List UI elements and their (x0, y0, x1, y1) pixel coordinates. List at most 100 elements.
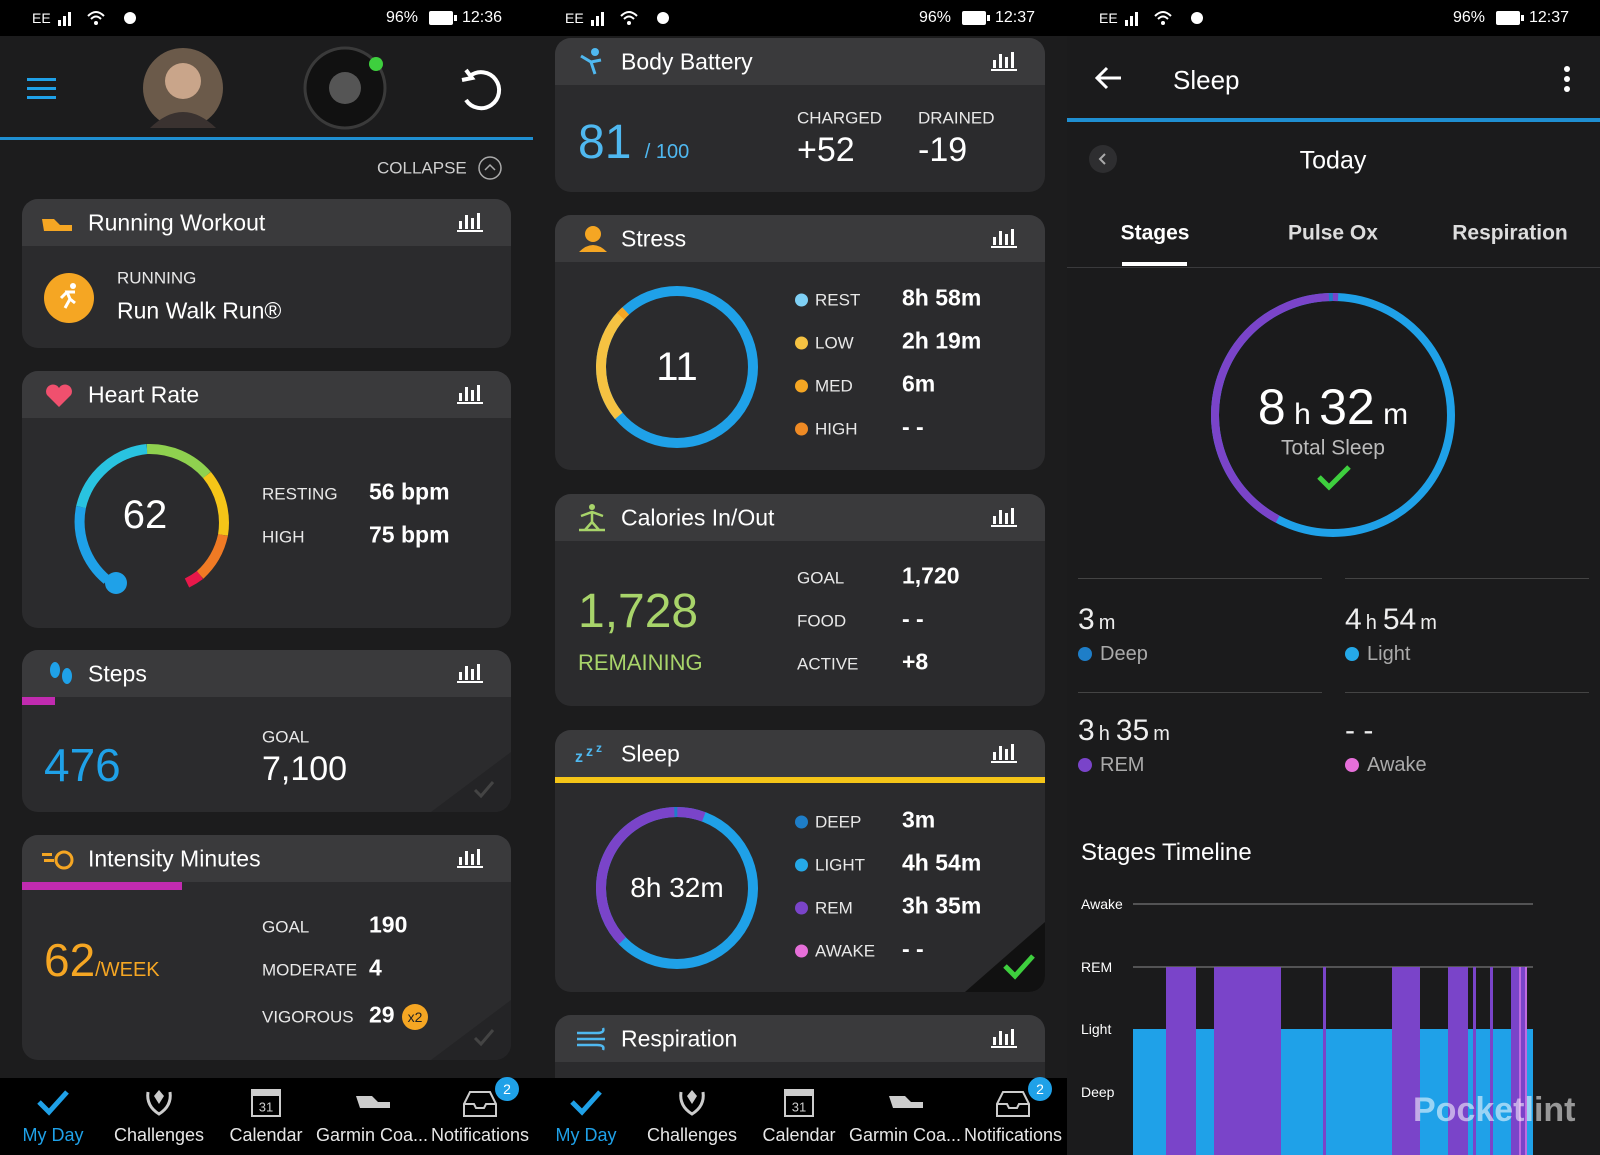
challenges-icon (679, 1090, 705, 1116)
nav-item[interactable]: Challenges (646, 1125, 738, 1145)
shape (579, 510, 605, 532)
shape (196, 533, 228, 579)
shape (150, 112, 216, 128)
clock: 12:36 (462, 9, 503, 26)
shape (596, 807, 758, 969)
shape (252, 1090, 280, 1096)
shape (1392, 967, 1420, 1155)
collapse-button[interactable]: COLLAPSE (377, 158, 467, 178)
tab[interactable]: Respiration (1452, 221, 1568, 245)
shape (471, 390, 474, 401)
shape (1005, 234, 1008, 245)
back-button[interactable] (1093, 64, 1125, 92)
running-workout-card[interactable]: Running Workout RUNNING Run Walk Run® (22, 199, 511, 348)
nav-item[interactable]: My Day (22, 1125, 84, 1145)
shape (1011, 1029, 1014, 1045)
card-header (22, 650, 511, 697)
sync-button[interactable] (461, 68, 502, 111)
card-header (22, 199, 511, 246)
shape (999, 54, 1002, 68)
my-day-scrolled-panel: EE 96% 12:37 Body Battery 81 / 100 CHARG… (533, 0, 1067, 1155)
shape (42, 853, 52, 856)
text (1311, 398, 1319, 431)
shape (1094, 66, 1121, 90)
goal-label: GOAL (262, 727, 310, 747)
shape (465, 851, 468, 865)
minutes: 32 (1319, 379, 1375, 435)
shape (993, 60, 996, 68)
card-header (555, 38, 1045, 85)
shape (1564, 76, 1570, 82)
shape (105, 572, 127, 594)
row-label: MODERATE (262, 960, 358, 980)
coach-icon (356, 1096, 390, 1108)
legend-dot (795, 379, 808, 393)
shape (596, 286, 758, 448)
shape (1511, 967, 1526, 1155)
stress-value: 11 (656, 345, 698, 389)
nav-item[interactable]: Calendar (229, 1125, 303, 1145)
card-title: Running Workout (88, 209, 266, 236)
calories-card[interactable]: Calories In/Out 1,728 REMAINING GOAL 1,7… (555, 494, 1045, 706)
nav-item[interactable]: My Day (555, 1125, 617, 1145)
shape (1525, 967, 1527, 1155)
row-label: LIGHT (815, 855, 866, 875)
sleep-detail-panel: EE 96% 12:37 Sleep Today Stages Pulse Ox… (1067, 0, 1600, 1155)
shape (454, 15, 457, 21)
nav-item[interactable]: Garmin Coa... (315, 1125, 429, 1145)
running-icon (44, 273, 94, 323)
total-sleep-value: 8 h 32 m (1258, 382, 1408, 432)
row-value: - - (902, 935, 924, 962)
body-battery-card[interactable]: Body Battery 81 / 100 CHARGED +52 DRAINE… (555, 38, 1045, 192)
card-title: Calories In/Out (621, 504, 775, 531)
tab[interactable]: Stages (1120, 221, 1190, 245)
minutes-unit: m (1383, 398, 1409, 431)
shape (889, 1096, 923, 1108)
row-label: FOOD (797, 611, 847, 631)
shape (184, 570, 204, 588)
my-day-icon (37, 1090, 69, 1116)
heart-rate-card[interactable]: Heart Rate 62 RESTING 56 bpm HIGH 75 bpm (22, 371, 511, 628)
shape: z (586, 743, 593, 759)
battery-percent: 96% (1453, 9, 1486, 26)
shape (1519, 967, 1521, 1155)
shape (431, 1000, 511, 1060)
shape (1098, 153, 1106, 165)
stress-ring (596, 285, 758, 448)
stage-number: 4 (1345, 603, 1362, 636)
tab[interactable]: Pulse Ox (1288, 221, 1378, 245)
nav-item[interactable]: Notifications (963, 1125, 1063, 1145)
nav-item[interactable]: Challenges (113, 1125, 205, 1145)
shape (356, 1096, 390, 1108)
calories-label: REMAINING (578, 650, 703, 675)
shape (987, 15, 990, 21)
more-button[interactable] (1561, 64, 1573, 94)
nav-item[interactable]: Garmin Coa... (848, 1125, 962, 1145)
battery-icon (962, 11, 990, 25)
intensity-card[interactable]: Intensity Minutes 62/WEEK GOAL 190 MODER… (22, 835, 511, 1060)
prev-day-button[interactable] (1088, 144, 1118, 174)
shape (27, 78, 56, 81)
nav-item[interactable]: Notifications (430, 1125, 530, 1145)
shape (965, 922, 1045, 992)
menu-button[interactable] (27, 78, 56, 99)
drained-value: -19 (918, 131, 968, 169)
shape: z (596, 742, 602, 755)
goal-check (1317, 465, 1351, 491)
shape (54, 850, 74, 870)
shape (27, 87, 56, 90)
legend-dot (795, 944, 808, 958)
corner (431, 752, 511, 812)
chart-icon (991, 229, 1017, 248)
my-day-icon (570, 1090, 602, 1116)
steps-card[interactable]: Steps 476 GOAL 7,100 (22, 650, 511, 812)
row-value: 6m (902, 370, 936, 397)
shape (1214, 967, 1281, 1155)
stress-card[interactable]: Stress 11 REST 8h 58m LOW 2h 19m MED 6m … (555, 215, 1045, 470)
nav-item[interactable]: Calendar (762, 1125, 836, 1145)
shape (993, 1037, 996, 1045)
card-title: Intensity Minutes (88, 845, 261, 872)
